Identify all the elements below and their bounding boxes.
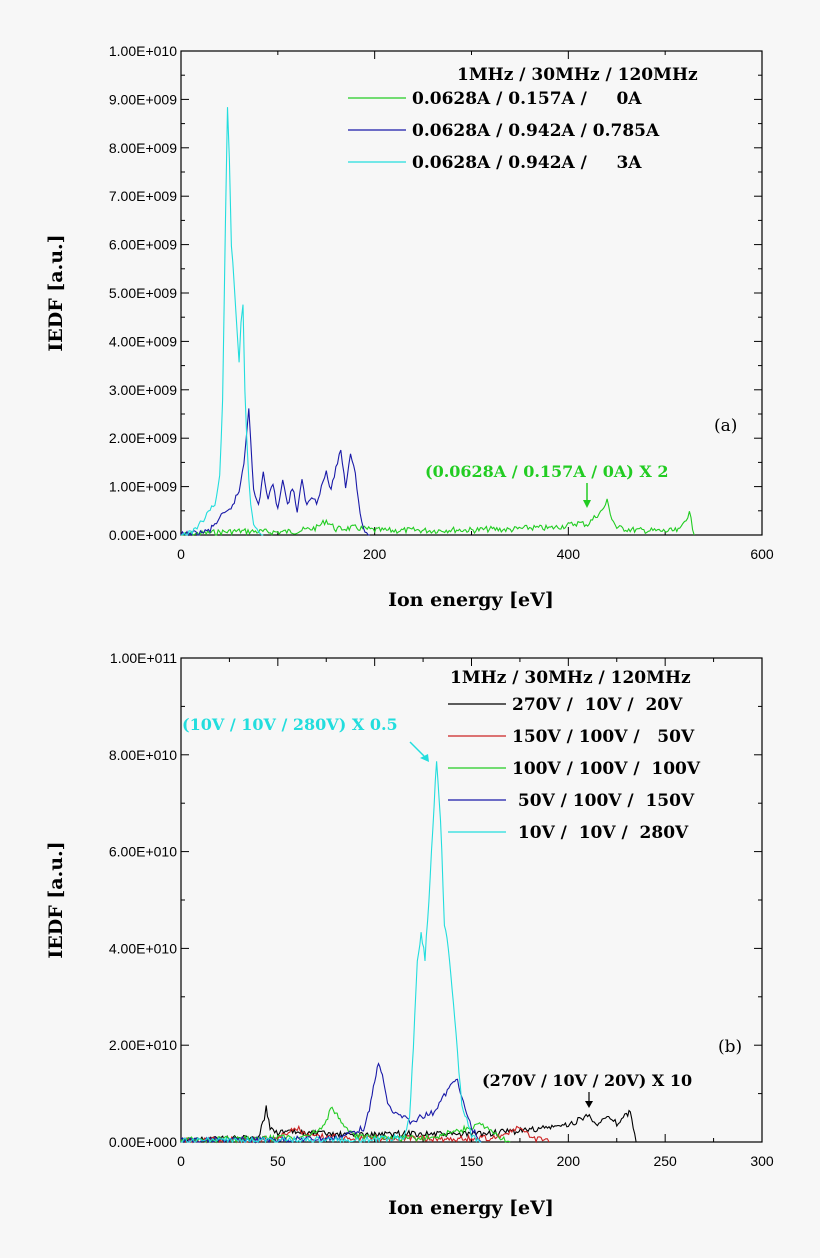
y-tick-label: 1.00E+009 <box>109 479 177 495</box>
series-line-b-2 <box>180 1106 511 1144</box>
series-line-b-0 <box>180 1105 762 1143</box>
x-tick-label: 150 <box>460 1153 484 1169</box>
x-tick-label: 100 <box>363 1153 387 1169</box>
legend-title-a: 1MHz / 30MHz / 120MHz <box>457 65 698 85</box>
x-tick-label: 600 <box>750 546 774 562</box>
arrow-annotation-b-black <box>585 1092 593 1108</box>
chart-panel-b: 0 50 100 150 200 250 300 0.00E+000 2.00E+010 4.00… <box>45 650 774 1219</box>
y-tick-label: 4.00E+009 <box>109 333 177 349</box>
x-tick-label: 200 <box>363 546 387 562</box>
y-tick-label: 7.00E+009 <box>109 188 177 204</box>
ticks-a: 0 200 400 600 0.00E+000 1.00E+009 2.00E+009 3.0… <box>109 43 774 562</box>
x-tick-label: 50 <box>270 1153 286 1169</box>
x-tick-label: 200 <box>557 1153 581 1169</box>
y-tick-label: 0.00E+000 <box>109 527 177 543</box>
panel-label-b: (b) <box>718 1037 742 1057</box>
x-tick-label: 250 <box>653 1153 677 1169</box>
y-tick-label: 3.00E+009 <box>109 382 177 398</box>
arrow-annotation-a <box>583 483 591 508</box>
y-tick-label: 8.00E+009 <box>109 140 177 156</box>
x-tick-label: 300 <box>750 1153 774 1169</box>
y-tick-label: 1.00E+010 <box>109 43 177 59</box>
y-axis-label-a: IEDF [a.u.] <box>45 234 67 351</box>
legend-entry-label: 0.0628A / 0.942A / 0.785A <box>412 121 660 141</box>
panel-label-a: (a) <box>714 416 737 436</box>
legend-b: 270V / 10V / 20V 150V / 100V / 50V 100V / … <box>448 695 701 843</box>
annotation-b-cyan: (10V / 10V / 280V) X 0.5 <box>182 715 398 734</box>
ticks-b: 0 50 100 150 200 250 300 0.00E+000 2.00E+010 4.00… <box>109 650 774 1169</box>
y-tick-label: 0.00E+000 <box>109 1134 177 1150</box>
y-tick-label: 1.00E+011 <box>110 650 177 666</box>
annotation-a: (0.0628A / 0.157A / 0A) X 2 <box>425 462 669 481</box>
series-line-a-0 <box>180 498 695 537</box>
legend-entry-label: 0.0628A / 0.942A / 3A <box>412 153 642 173</box>
series-line-a-1 <box>180 408 370 537</box>
legend-entry-label: 100V / 100V / 100V <box>512 759 701 779</box>
chart-panel-a: 0 200 400 600 0.00E+000 1.00E+009 2.00E+009 3.0… <box>45 43 774 611</box>
x-axis-label-b: Ion energy [eV] <box>388 1197 554 1219</box>
series-line-b-3 <box>180 1062 482 1144</box>
x-tick-label: 0 <box>177 1153 185 1169</box>
y-tick-label: 8.00E+010 <box>109 747 177 763</box>
legend-title-b: 1MHz / 30MHz / 120MHz <box>450 668 691 688</box>
annotation-b-black: (270V / 10V / 20V) X 10 <box>482 1071 692 1090</box>
series-line-b-4 <box>181 761 482 1144</box>
legend-a: 0.0628A / 0.157A / 0A 0.0628A / 0.942A / … <box>348 89 660 173</box>
series-group-b <box>180 761 762 1144</box>
y-tick-label: 4.00E+010 <box>109 940 177 956</box>
y-tick-label: 9.00E+009 <box>109 91 177 107</box>
arrow-annotation-b-cyan <box>409 741 429 762</box>
legend-entry-label: 10V / 10V / 280V <box>512 823 689 843</box>
y-tick-label: 6.00E+010 <box>109 844 177 860</box>
x-axis-label-a: Ion energy [eV] <box>388 589 554 611</box>
legend-entry-label: 50V / 100V / 150V <box>512 791 695 811</box>
y-tick-label: 6.00E+009 <box>109 237 177 253</box>
legend-entry-label: 150V / 100V / 50V <box>512 727 695 747</box>
x-tick-label: 400 <box>557 546 581 562</box>
y-tick-label: 5.00E+009 <box>109 285 177 301</box>
series-line-a-2 <box>180 107 264 536</box>
series-group-a <box>180 107 695 537</box>
legend-entry-label: 270V / 10V / 20V <box>512 695 683 715</box>
y-tick-label: 2.00E+009 <box>109 430 177 446</box>
y-axis-label-b: IEDF [a.u.] <box>45 841 67 958</box>
legend-entry-label: 0.0628A / 0.157A / 0A <box>412 89 642 109</box>
x-tick-label: 0 <box>177 546 185 562</box>
y-tick-label: 2.00E+010 <box>109 1037 177 1053</box>
